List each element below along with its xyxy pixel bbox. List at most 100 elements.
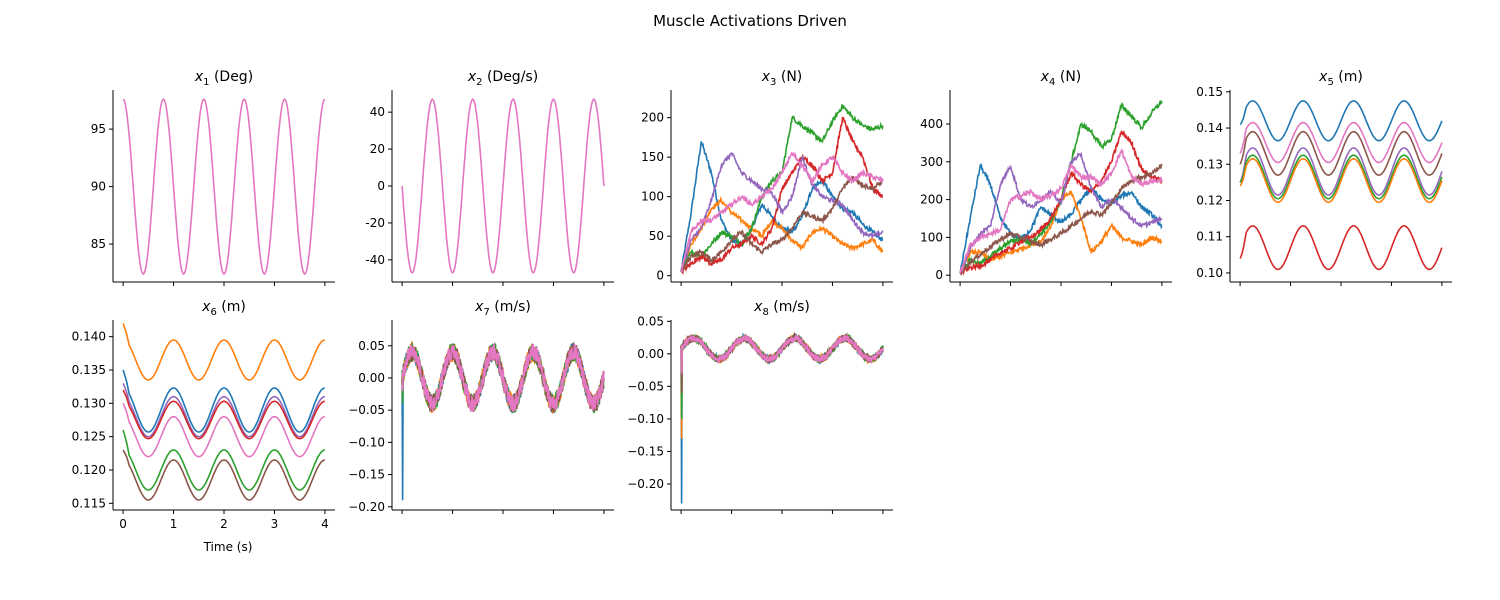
title-variable: x: [753, 299, 763, 315]
y-tick-label: 0: [656, 269, 664, 283]
y-tick-label: 0.14: [1196, 121, 1223, 135]
subplot-title: x2 (Deg/s): [467, 69, 538, 88]
figure-title: Muscle Activations Driven: [653, 12, 847, 30]
series-line-c6: [401, 98, 605, 274]
series-line-c6: [401, 342, 605, 413]
title-variable: x: [1040, 69, 1050, 85]
y-tick-label: -20: [365, 216, 385, 230]
title-unit: (m): [217, 299, 246, 315]
y-tick-label: −0.20: [627, 477, 664, 491]
subplot-x6: x6 (m) 0.115 0.120 0.125 0.130 0.135 0.140 0 1 2 3…: [72, 299, 335, 531]
series-line-c5: [680, 175, 884, 273]
series-line-c6: [1239, 121, 1443, 164]
series-line-c6: [680, 332, 884, 374]
series-line-c1: [680, 195, 884, 273]
title-variable: x: [201, 299, 211, 315]
x-tick-label: 0: [119, 517, 127, 531]
y-tick-label: −0.05: [348, 403, 385, 417]
y-tick-label: 0.00: [637, 347, 664, 361]
subplot-x7: x7 (m/s) −0.20 −0.15 −0.10 −0.05 0.00 0.05: [348, 299, 614, 514]
subplot-x3: x3 (N) 0 50 100 150 200: [641, 69, 893, 286]
series-line-c6: [122, 402, 325, 458]
series-line-c1: [1239, 157, 1443, 204]
subplot-title: x3 (N): [761, 69, 803, 88]
series-line-c0: [401, 341, 605, 501]
series-line-c3: [122, 389, 325, 440]
y-tick-label: 0.115: [72, 496, 106, 510]
title-subscript: 2: [476, 77, 482, 88]
subplot-title: x4 (N): [1040, 69, 1082, 88]
subplot-title: x5 (m): [1318, 69, 1363, 88]
y-tick-label: 0.140: [72, 330, 106, 344]
y-tick-label: 0.00: [358, 371, 385, 385]
series-line-c4: [122, 382, 325, 438]
title-unit: (Deg/s): [483, 69, 539, 85]
x-tick-label: 2: [220, 517, 228, 531]
series-line-c3: [960, 130, 1163, 276]
series-line-c4: [1239, 147, 1443, 196]
y-tick-label: 0.05: [637, 314, 664, 328]
title-variable: x: [761, 69, 771, 85]
subplot-x5: x5 (m) 0.10 0.11 0.12 0.13 0.14 0.15: [1196, 69, 1452, 286]
y-tick-label: 100: [920, 230, 943, 244]
x-tick-label: 3: [271, 517, 279, 531]
y-tick-label: 0.15: [1196, 85, 1223, 99]
title-unit: (m/s): [490, 299, 531, 315]
series-line-c6: [122, 98, 326, 276]
title-subscript: 8: [762, 307, 768, 318]
y-tick-label: 400: [920, 117, 943, 131]
series-line-c3: [1239, 225, 1443, 271]
y-tick-label: 100: [641, 190, 664, 204]
y-tick-label: 50: [649, 229, 664, 243]
y-tick-label: 0.11: [1196, 230, 1223, 244]
y-tick-label: −0.15: [348, 468, 385, 482]
title-subscript: 6: [210, 307, 216, 318]
y-tick-label: 300: [920, 155, 943, 169]
y-tick-label: 0.13: [1196, 157, 1223, 171]
series-line-c5: [959, 163, 1163, 275]
subplot-x1: x1 (Deg) 85 90 95: [91, 69, 335, 286]
subplot-x2: x2 (Deg/s) -40 -20 0 20 40: [365, 69, 614, 286]
y-tick-label: 0.12: [1196, 193, 1223, 207]
title-unit: (N): [776, 69, 802, 85]
series-line-c5: [1239, 130, 1443, 176]
series-line-c4: [680, 152, 884, 273]
y-tick-label: 200: [920, 193, 943, 207]
title-subscript: 3: [770, 77, 776, 88]
title-unit: (Deg): [210, 69, 254, 85]
y-tick-label: 0.135: [72, 363, 106, 377]
y-tick-label: 0.10: [1196, 266, 1223, 280]
y-tick-label: 0.120: [72, 463, 106, 477]
title-variable: x: [474, 299, 484, 315]
y-tick-label: -40: [365, 253, 385, 267]
y-tick-label: 0.05: [358, 339, 385, 353]
subplot-x8: x8 (m/s) −0.20 −0.15 −0.10 −0.05 0.00 0.05: [627, 299, 893, 514]
series-line-c1: [122, 323, 325, 381]
title-subscript: 1: [203, 77, 209, 88]
series-line-c6: [680, 151, 884, 273]
y-tick-label: 0: [935, 268, 943, 282]
x-axis-label: Time (s): [203, 540, 253, 554]
y-tick-label: −0.10: [627, 412, 664, 426]
series-line-c0: [122, 369, 325, 433]
series-line-c4: [959, 151, 1163, 274]
series-line-c5: [122, 449, 325, 501]
subplot-title: x6 (m): [201, 299, 246, 318]
title-variable: x: [467, 69, 477, 85]
y-tick-label: −0.20: [348, 500, 385, 514]
subplot-title: x7 (m/s): [474, 299, 531, 318]
title-subscript: 5: [1327, 77, 1333, 88]
title-subscript: 7: [483, 307, 489, 318]
title-variable: x: [1318, 69, 1328, 85]
series-line-c0: [1239, 100, 1443, 142]
y-tick-label: 200: [641, 111, 664, 125]
y-tick-label: 0.125: [72, 430, 106, 444]
subplot-x4: x4 (N) 0 100 200 300 400: [920, 69, 1172, 286]
y-tick-label: 85: [91, 237, 106, 251]
title-unit: (m/s): [769, 299, 810, 315]
series-line-c6: [959, 147, 1163, 274]
title-variable: x: [194, 69, 204, 85]
subplot-title: x1 (Deg): [194, 69, 253, 88]
y-tick-label: 20: [370, 142, 385, 156]
